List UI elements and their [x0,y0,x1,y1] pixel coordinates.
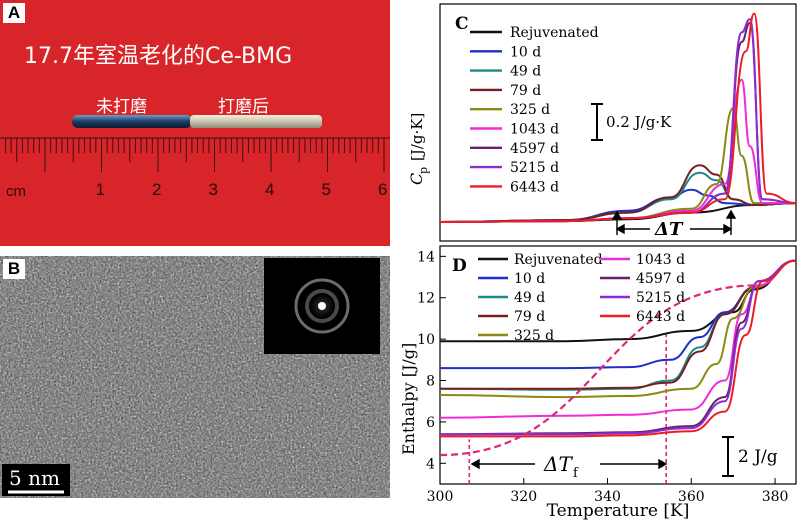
d-legend-label: Rejuvenated [514,252,603,268]
panel-b-label: B [3,259,25,279]
c-delta-label: ΔT [654,219,684,240]
series-line-79-d [439,259,797,390]
d-x-tick-label: 300 [427,489,454,505]
d-legend-label: 5215 d [636,290,685,306]
series-line-6443-d [439,12,797,223]
d-legend-label: 10 d [514,271,545,287]
d-y-tick-label: 10 [417,332,435,348]
diffraction-inset [264,258,380,354]
d-x-tick-label: 360 [678,489,705,505]
panel-c-frame [439,3,797,242]
c-y-label: C [407,173,426,185]
c-legend-label: 1043 d [510,122,559,138]
d-legend-label: 325 d [514,328,554,344]
panel-a-title: 17.7年室温老化的Ce-BMG [24,44,293,69]
d-y-tick-label: 12 [417,291,435,307]
d-x-label: Temperature [K] [547,501,690,521]
c-legend-label: Rejuvenated [510,25,599,41]
panel-a-graphics [0,115,390,172]
panel-c-label: C [455,14,469,34]
c-legend-label: 4597 d [510,141,559,157]
series-line-5215-d [439,259,797,436]
series-line-325-d [439,259,797,399]
series-line-6443-d [440,259,797,438]
ruler-number: 5 [321,180,331,199]
c-legend-label: 5215 d [510,160,559,176]
c-legend-label: 49 d [510,64,541,80]
rod-unpolished [72,115,192,128]
d-delta-label: ΔT [543,452,573,476]
d-legend-label: 49 d [514,290,545,306]
ruler-unit: cm [6,183,26,200]
d-x-tick-label: 340 [594,489,621,505]
ruler-number: 4 [265,180,275,199]
c-legend-label: 6443 d [510,179,559,195]
polished-label: 打磨后 [218,97,269,117]
panel-d-label: D [452,256,467,276]
ruler-number: 6 [378,180,388,199]
ruler-number: 1 [95,180,105,199]
c-y-label-sub: p [417,167,430,174]
c-scale-label: 0.2 J/g·K [606,113,672,131]
d-legend-label: 1043 d [636,252,685,268]
d-x-tick-label: 380 [762,489,789,505]
c-legend-label: 79 d [510,83,541,99]
rod-polished [190,115,322,128]
d-y-tick-label: 8 [426,374,435,390]
c-y-unit: [J/g·K] [408,113,426,161]
series-line-extrapolation [439,284,759,457]
c-legend-label: 325 d [510,102,550,118]
series-line-79-d [439,164,797,223]
d-legend-label: 4597 d [636,271,685,287]
c-delta-arrows [611,209,737,235]
d-delta-sub: f [573,466,579,481]
d-legend-label: 6443 d [636,309,685,325]
d-x-tick-label: 320 [510,489,537,505]
series-line-49-d [439,259,797,391]
panel-b-tem-image: B 5 nm [0,256,390,498]
d-scale-label: 2 J/g [738,447,778,467]
ruler-ticks [4,138,385,172]
d-y-tick-label: 4 [426,456,435,472]
d-y-tick-label: 14 [417,249,435,265]
panel-a-label: A [3,3,25,23]
unpolished-label: 未打磨 [96,97,147,117]
ruler-number: 2 [152,180,162,199]
panel-a-photo: A 17.7年室温老化的Ce-BMG 未打磨 打磨后 cm 1 2 3 4 5 6 [0,0,390,246]
scale-bar-label: 5 nm [9,466,60,490]
d-y-tick-label: 6 [426,415,435,431]
ruler-number: 3 [208,180,218,199]
d-y-label: Enthalpy [J/g] [399,343,418,455]
panel-d-frame [439,245,797,485]
c-legend-label: 10 d [510,44,541,60]
tem-texture [0,256,390,498]
d-delta-arrows [470,458,668,470]
d-legend-label: 79 d [514,309,545,325]
